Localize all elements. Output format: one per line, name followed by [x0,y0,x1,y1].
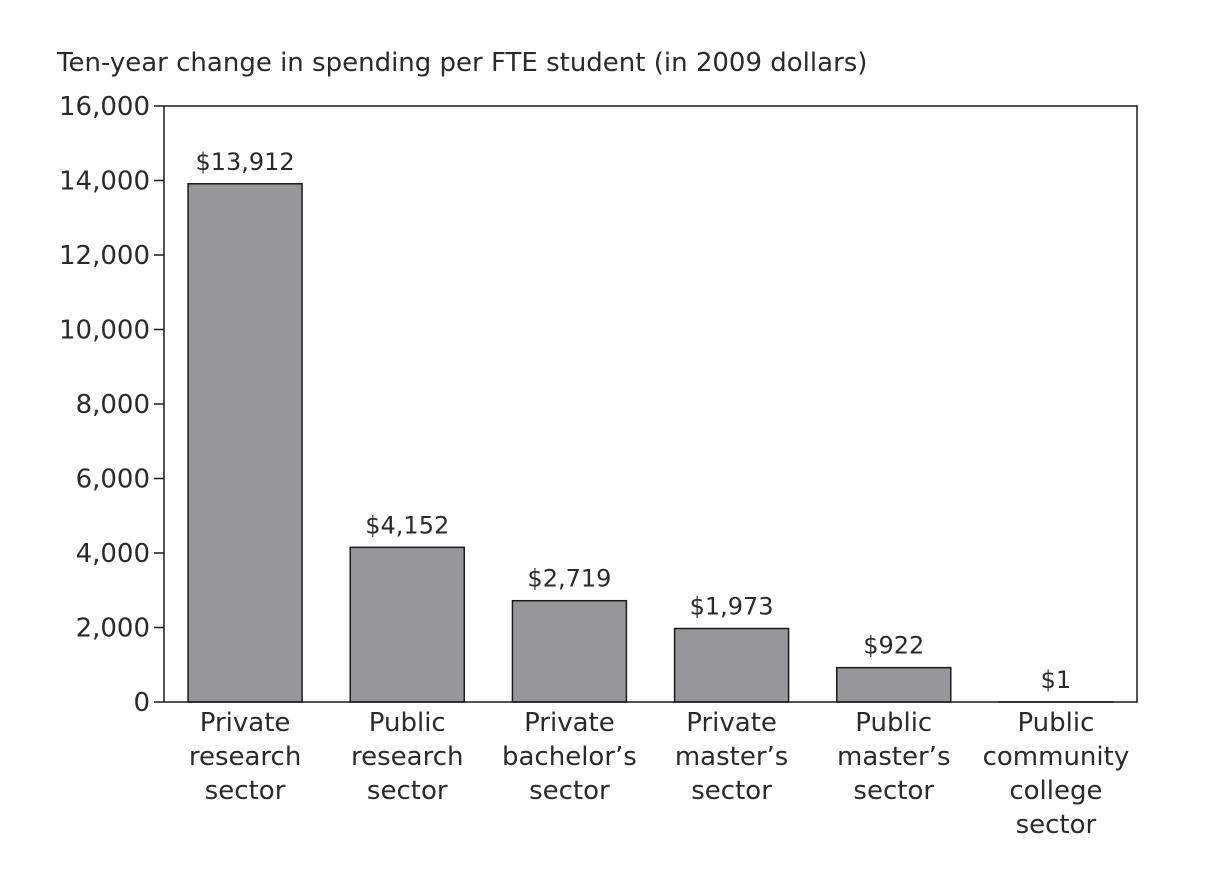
category-label-line: master’s [837,742,951,772]
y-tick-label: 10,000 [59,316,150,346]
category-label-line: college [1009,776,1102,806]
y-tick-label: 0 [133,688,150,718]
category-label-line: sector [529,776,610,806]
bar [187,183,303,703]
category-label-line: sector [367,776,448,806]
data-label: $1,973 [690,593,774,621]
category-label-line: research [189,742,301,772]
y-tick-label: 4,000 [76,539,150,569]
category-label-line: master’s [675,742,789,772]
category-label-line: community [983,742,1130,772]
category-label: Public research sector [351,708,463,806]
y-tick-label: 12,000 [59,241,150,271]
category-label-line: Private [686,708,777,738]
category-label: Private research sector [189,708,301,806]
category-label: Public master’s sector [837,708,951,806]
category-label-line: Private [524,708,615,738]
category-label-line: Public [855,708,932,738]
bars [187,183,1114,703]
category-label-line: Private [200,708,291,738]
bar [511,599,628,703]
category-label: Private bachelor’s sector [502,708,637,806]
bar [349,546,465,703]
data-label: $922 [863,632,924,660]
y-tick-label: 16,000 [59,92,150,122]
category-label-line: Public [1017,708,1094,738]
y-axis: 0 2,000 4,000 6,000 8,000 10,000 12,000 14,000 1… [59,92,164,718]
x-axis: Private research sector Public research secto… [189,708,1129,840]
category-label-line: sector [853,776,934,806]
data-label: $2,719 [527,565,611,593]
category-label-line: bachelor’s [502,742,637,772]
y-tick-label: 6,000 [76,465,150,495]
category-label: Private master’s sector [675,708,789,806]
category-label-line: research [351,742,463,772]
y-tick-label: 8,000 [76,390,150,420]
data-label: $1 [1041,666,1072,694]
category-label-line: Public [369,708,446,738]
category-label: Public community college sector [983,708,1130,840]
chart-title: Ten-year change in spending per FTE stud… [56,48,867,78]
bar [836,666,952,703]
y-tick-label: 2,000 [76,614,150,644]
bar [673,627,790,703]
category-label-line: sector [205,776,286,806]
y-tick-label: 14,000 [59,167,150,197]
category-label-line: sector [691,776,772,806]
data-label: $4,152 [365,511,449,539]
data-labels: $13,912 $4,152 $2,719 $1,973 $922 $1 [195,148,1071,694]
category-label-line: sector [1016,810,1097,840]
data-label: $13,912 [195,148,294,176]
plot-frame [163,105,1138,703]
